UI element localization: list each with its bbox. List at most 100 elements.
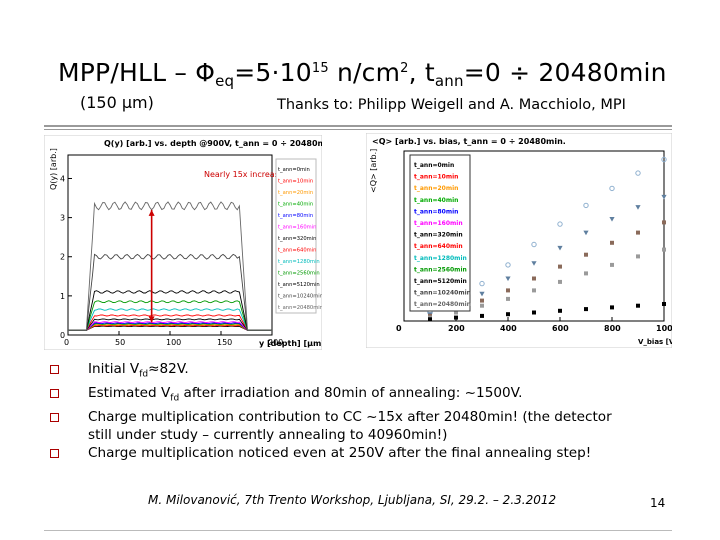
right-legend-entry: t_ann=160min — [414, 220, 463, 227]
left-y-tick-label: 3 — [60, 214, 65, 223]
right-data-point — [506, 312, 510, 317]
right-legend-entry: t_ann=1280min — [414, 255, 467, 262]
bullet-marker — [50, 365, 59, 374]
bullet-marker — [50, 412, 59, 422]
left-series-line — [68, 324, 272, 331]
left-x-tick-label: 150 — [217, 338, 232, 347]
right-data-point — [583, 230, 589, 236]
left-chart-xlabel: y [depth] [µm] — [259, 339, 322, 348]
bullet-item: Charge multiplication contribution to CC… — [50, 408, 690, 444]
left-series-line — [68, 314, 272, 331]
arrowhead-top — [148, 209, 155, 216]
left-series-line — [68, 201, 272, 331]
right-data-point — [662, 302, 666, 306]
right-chart: <Q> [arb.] vs. bias, t_ann = 0 ÷ 20480mi… — [366, 133, 672, 348]
right-data-point — [428, 317, 432, 322]
right-data-point — [610, 262, 614, 267]
left-legend-entry: t_ann=5120min — [278, 282, 320, 288]
right-legend-entry: t_ann=10min — [414, 174, 458, 181]
left-legend-entry: t_ann=20min — [278, 190, 313, 196]
right-data-point — [479, 280, 485, 287]
right-legend-entry: t_ann=40min — [414, 197, 458, 204]
right-data-point — [610, 240, 614, 245]
left-x-tick-label: 200 — [268, 338, 283, 347]
right-data-point — [532, 310, 536, 315]
right-x-tick-label: 200 — [448, 324, 465, 333]
right-x-tick-label: 0 — [396, 324, 402, 333]
right-chart-title: <Q> [arb.] vs. bias, t_ann = 0 ÷ 20480mi… — [372, 137, 566, 146]
bullet-marker — [50, 388, 59, 398]
right-x-tick-label: 1000 — [656, 324, 672, 333]
slide-title: MPP/HLL – Φeq=5·1015 n/cm2, tann=0 ÷ 204… — [58, 58, 667, 90]
left-legend-entry: t_ann=320min — [278, 236, 316, 242]
bullet-item: Initial Vfd≈82V. — [50, 360, 690, 384]
left-series-line — [68, 323, 272, 331]
right-data-point — [636, 303, 640, 308]
title-divider-thin — [44, 129, 672, 130]
right-chart-xlabel: V_bias [V] — [638, 338, 672, 346]
bullet-list: Initial Vfd≈82V. Estimated Vfd after irr… — [50, 360, 690, 462]
left-legend-entry: t_ann=20480min — [278, 305, 322, 311]
right-data-point — [635, 205, 641, 210]
annotation-15x: Nearly 15x increase! — [204, 170, 287, 179]
right-legend-entry: t_ann=320min — [414, 232, 463, 239]
left-legend-entry: t_ann=640min — [278, 248, 316, 254]
right-data-point — [583, 202, 589, 209]
right-chart-ylabel: <Q> [arb.] — [369, 149, 378, 193]
right-x-tick-label: 600 — [552, 324, 569, 333]
right-data-point — [662, 247, 666, 252]
right-data-point — [557, 221, 563, 227]
right-data-point — [454, 315, 458, 320]
right-data-point — [479, 291, 485, 297]
right-legend-entry: t_ann=20480min — [414, 301, 471, 308]
left-series-line — [68, 325, 272, 331]
right-data-point — [662, 220, 666, 225]
left-y-tick-label: 2 — [60, 253, 65, 262]
footer-citation: M. Milovanović, 7th Trento Workshop, Lju… — [148, 493, 557, 507]
right-data-point — [480, 313, 484, 318]
right-data-point — [636, 254, 640, 259]
right-data-point — [480, 303, 484, 308]
right-legend-box — [409, 154, 471, 312]
left-chart: Q(y) [arb.] vs. depth @900V, t_ann = 0 ÷… — [44, 135, 322, 350]
right-data-point — [558, 264, 562, 269]
left-series-line — [68, 253, 272, 331]
right-data-point — [531, 261, 537, 266]
left-chart-ylabel: Q(y) [arb.] — [49, 148, 58, 190]
right-legend-entry: t_ann=640min — [414, 243, 463, 250]
right-data-point — [584, 271, 588, 276]
left-series-line — [68, 290, 272, 331]
right-data-point — [532, 288, 536, 293]
left-y-tick-label: 4 — [60, 174, 65, 183]
left-legend-entry: t_ann=1280min — [278, 259, 320, 265]
right-data-point — [584, 307, 588, 312]
left-legend-entry: t_ann=160min — [278, 225, 316, 231]
title-divider — [44, 125, 672, 127]
left-x-tick-label: 0 — [64, 338, 69, 347]
left-series-line — [68, 300, 272, 331]
right-data-point — [661, 156, 667, 163]
right-legend-entry: t_ann=0min — [414, 162, 454, 169]
right-legend-entry: t_ann=5120min — [414, 278, 467, 285]
right-data-point — [558, 279, 562, 284]
right-data-point — [609, 217, 615, 222]
right-data-point — [661, 194, 667, 200]
right-data-point — [454, 310, 458, 315]
left-y-tick-label: 1 — [60, 292, 65, 301]
right-data-point — [480, 298, 484, 303]
left-series-line — [68, 321, 272, 331]
left-series-line — [68, 324, 272, 331]
right-data-point — [636, 230, 640, 235]
left-series-line — [68, 308, 272, 331]
left-legend-entry: t_ann=10min — [278, 179, 313, 185]
left-legend-entry: t_ann=80min — [278, 213, 313, 219]
right-data-point — [557, 245, 563, 251]
acknowledgement: Thanks to: Philipp Weigell and A. Macchi… — [277, 97, 626, 113]
right-legend-entry: t_ann=80min — [414, 208, 458, 215]
bullet-item: Estimated Vfd after irradiation and 80mi… — [50, 384, 690, 408]
page-number: 14 — [650, 496, 666, 510]
left-legend-box — [275, 158, 317, 314]
bullet-marker — [50, 449, 59, 459]
right-data-point — [532, 276, 536, 281]
right-data-point — [505, 276, 511, 282]
